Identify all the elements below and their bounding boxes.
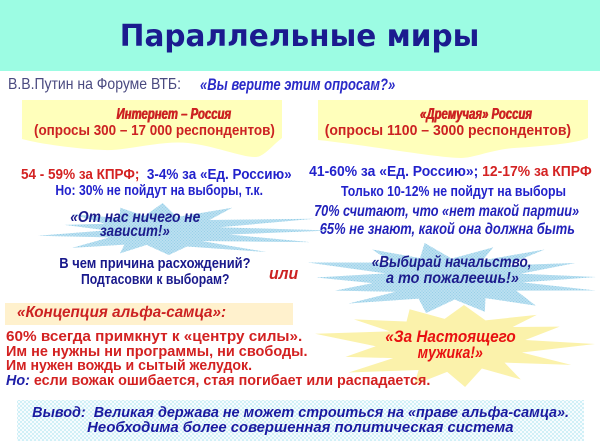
left-stats: 54 - 59% за КПРФ; 3-4% за «Ед. Россию» Н… <box>0 165 316 200</box>
right-header-box: «Дремучая» Россия (опросы 1100 – 3000 ре… <box>318 100 588 158</box>
concept-heading: «Концепция альфа-самца»: <box>17 305 230 321</box>
concept-body: 60% всегда примкнут к «центру силы». Им … <box>6 328 598 389</box>
title-text: Параллельные миры <box>120 19 480 54</box>
left-header-title: Интернет – Россия <box>44 106 304 123</box>
subtitle-quote: «Вы верите этим опросам?» <box>200 76 455 93</box>
question-line1: В чем причина расхождений? <box>5 254 305 273</box>
title-band <box>0 0 600 71</box>
question-block: В чем причина расхождений? Подтасовки к … <box>5 254 305 289</box>
text-scale-wrapper: Вывод: Великая держава не может строитьс… <box>32 405 569 420</box>
line1-text: 60% всегда примкнут к «центру силы». <box>6 328 303 345</box>
left-stats-line2: Но: 30% не пойдут на выборы, т.к. <box>0 182 316 200</box>
header-subtitle-text: (опросы 1100 – 3000 респондентов) <box>324 122 572 139</box>
question-line2: Подтасовки к выборам? <box>5 271 305 289</box>
speaker-text: В.В.Путин на Форуме ВТБ: <box>8 76 185 93</box>
line1-text: «За Настоящего <box>384 327 516 346</box>
concept-line4-rest: если вожак ошибается, стая погибает или … <box>29 371 431 389</box>
alpha-starburst-line2: мужика!» <box>300 343 600 363</box>
header-subtitle-text: (опросы 300 – 17 000 респондентов) <box>33 122 275 139</box>
burst-line1-text: «От нас ничего не <box>69 208 201 226</box>
concept-line4-prefix: Но: <box>6 371 30 389</box>
concept-line1: 60% всегда примкнут к «центру силы». <box>6 328 598 345</box>
right-starburst-line1: «Выбирай начальство, <box>302 255 600 271</box>
stats-line2-text: Но: 30% не пойдут на выборы, т.к. <box>55 182 263 199</box>
slide-title: Параллельные миры <box>0 22 600 52</box>
conclusion-label: Вывод: <box>32 404 86 421</box>
conclusion-line1: Вывод: Великая держава не может строитьс… <box>17 405 584 420</box>
right-stats-kprf: 12-17% за КПРФ <box>481 163 592 180</box>
burst-line2-text: зависит!» <box>100 222 170 240</box>
right-starburst-line2: а то пожалеешь!» <box>302 269 600 287</box>
or-label: или <box>269 265 300 282</box>
header-title-text: Интернет – Россия <box>116 106 232 123</box>
conclusion-line1-rest: Великая держава не может строиться на «п… <box>85 404 569 421</box>
conclusion-line2: Необходима более совершенная политическа… <box>17 420 584 435</box>
line2-text: Им не нужны ни программы, ни свободы. <box>6 342 308 360</box>
text-scale-wrapper: Но: если вожак ошибается, стая погибает … <box>6 371 431 389</box>
heading-text: «Концепция альфа-самца»: <box>17 304 227 321</box>
right-starburst-text: «Выбирай начальство, а то пожалеешь!» <box>302 255 600 286</box>
question-line2-text: Подтасовки к выборам? <box>80 271 230 288</box>
right-opinion: 70% считают, что «нет такой партии» 65% … <box>277 203 600 239</box>
right-opinion-line1: 70% считают, что «нет такой партии» <box>277 203 600 221</box>
left-stats-line1: 54 - 59% за КПРФ; 3-4% за «Ед. Россию» <box>0 165 316 184</box>
left-starburst-line2: зависит!» <box>35 222 235 240</box>
line2-text: Необходима более совершенная политическа… <box>87 419 514 437</box>
burst-line2-text: а то пожалеешь!» <box>385 269 519 287</box>
left-starburst-text: «От нас ничего не зависит!» <box>35 208 235 240</box>
or-label-text: или <box>269 264 299 283</box>
left-starburst-line1: «От нас ничего не <box>35 208 235 226</box>
line3-text: Им нужен вождь и сытый желудок. <box>6 357 253 375</box>
left-stats-kprf: 54 - 59% за КПРФ; <box>20 165 140 183</box>
line2-text: мужика!» <box>417 343 483 363</box>
left-header-box: Интернет – Россия (опросы 300 – 17 000 р… <box>22 100 282 158</box>
question-line1-text: В чем причина расхождений? <box>59 254 251 272</box>
text-scale-wrapper: 54 - 59% за КПРФ; 3-4% за «Ед. Россию» <box>20 165 292 184</box>
opinion-line2-text: 65% не знают, какой она должна быть <box>319 221 575 238</box>
burst-line1-text: «Выбирай начальство, <box>372 254 532 271</box>
right-header-subtitle: (опросы 1100 – 3000 респондентов) <box>313 122 583 139</box>
header-title-text: «Дремучая» Россия <box>420 106 532 123</box>
right-stats: 41-60% за «Ед. Россию»; 12-17% за КПРФ Т… <box>290 162 600 201</box>
right-header-title: «Дремучая» Россия <box>341 106 600 123</box>
stats-line2-text: Только 10-12% не пойдут на выборы <box>341 182 567 200</box>
right-stats-line2: Только 10-12% не пойдут на выборы <box>290 182 600 202</box>
subtitle-speaker: В.В.Путин на Форуме ВТБ: <box>8 77 210 93</box>
concept-line2: Им не нужны ни программы, ни свободы. <box>6 342 598 360</box>
opinion-line1-text: 70% считают, что «нет такой партии» <box>314 203 580 220</box>
text-scale-wrapper: 41-60% за «Ед. Россию»; 12-17% за КПРФ <box>309 162 592 182</box>
conclusion-box: Вывод: Великая держава не может строитьс… <box>17 400 584 441</box>
alpha-starburst-text: «За Настоящего мужика!» <box>300 327 600 363</box>
right-stats-line1: 41-60% за «Ед. Россию»; 12-17% за КПРФ <box>290 162 600 182</box>
quote-text: «Вы верите этим опросам?» <box>200 75 396 94</box>
alpha-starburst-line1: «За Настоящего <box>300 327 600 346</box>
left-header-subtitle: (опросы 300 – 17 000 респондентов) <box>20 122 280 139</box>
concept-strip <box>5 303 293 325</box>
right-stats-er: 41-60% за «Ед. Россию»; <box>308 163 482 180</box>
right-opinion-line2: 65% не знают, какой она должна быть <box>277 221 600 239</box>
concept-line3: Им нужен вождь и сытый желудок. <box>6 357 598 375</box>
concept-line4: Но: если вожак ошибается, стая погибает … <box>6 371 598 389</box>
left-stats-er: 3-4% за «Ед. Россию» <box>139 165 292 183</box>
